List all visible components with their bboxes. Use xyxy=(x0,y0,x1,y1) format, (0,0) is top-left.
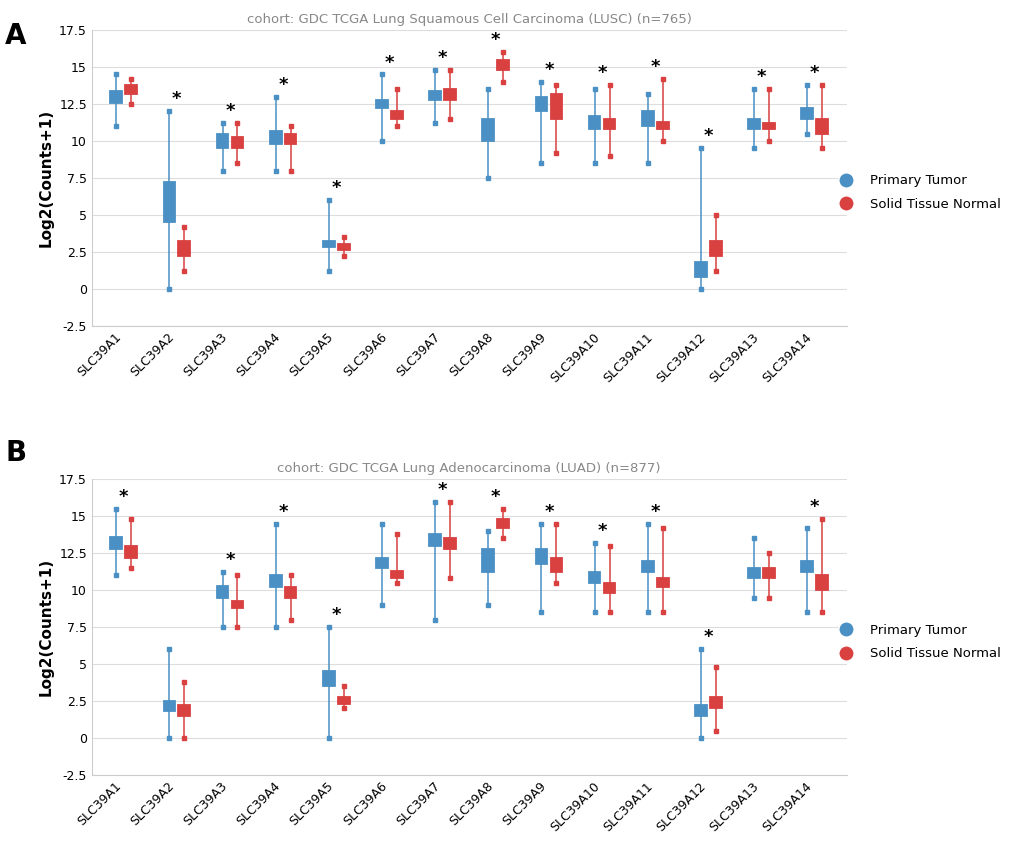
PathPatch shape xyxy=(376,558,387,568)
PathPatch shape xyxy=(284,133,297,144)
Y-axis label: Log2(Counts+1): Log2(Counts+1) xyxy=(39,558,53,697)
Text: *: * xyxy=(703,629,712,647)
PathPatch shape xyxy=(390,571,403,579)
Text: *: * xyxy=(384,53,393,71)
PathPatch shape xyxy=(110,537,122,548)
PathPatch shape xyxy=(216,133,228,148)
Text: *: * xyxy=(703,127,712,146)
PathPatch shape xyxy=(815,119,827,133)
PathPatch shape xyxy=(270,131,281,144)
PathPatch shape xyxy=(337,697,350,704)
Title: cohort: GDC TCGA Lung Adenocarcinoma (LUAD) (n=877): cohort: GDC TCGA Lung Adenocarcinoma (LU… xyxy=(277,462,660,475)
Y-axis label: Log2(Counts+1): Log2(Counts+1) xyxy=(39,108,53,247)
PathPatch shape xyxy=(694,262,706,277)
PathPatch shape xyxy=(429,534,440,546)
PathPatch shape xyxy=(762,568,774,579)
PathPatch shape xyxy=(178,705,190,715)
PathPatch shape xyxy=(429,90,440,100)
Text: *: * xyxy=(331,179,340,197)
PathPatch shape xyxy=(801,561,812,573)
PathPatch shape xyxy=(390,111,403,119)
PathPatch shape xyxy=(694,705,706,715)
PathPatch shape xyxy=(497,59,508,70)
PathPatch shape xyxy=(550,94,561,119)
Text: *: * xyxy=(278,503,287,521)
Text: *: * xyxy=(119,488,128,506)
Text: *: * xyxy=(756,68,765,86)
PathPatch shape xyxy=(444,538,455,548)
PathPatch shape xyxy=(535,548,547,564)
Text: *: * xyxy=(225,552,234,569)
PathPatch shape xyxy=(125,85,137,94)
PathPatch shape xyxy=(482,548,493,573)
PathPatch shape xyxy=(603,583,614,593)
PathPatch shape xyxy=(709,697,721,709)
Text: *: * xyxy=(490,31,500,49)
Text: *: * xyxy=(809,64,818,82)
Text: *: * xyxy=(597,522,606,540)
PathPatch shape xyxy=(801,108,812,119)
Text: *: * xyxy=(490,488,500,506)
Text: *: * xyxy=(172,90,181,108)
Text: *: * xyxy=(544,61,553,79)
Text: *: * xyxy=(544,503,553,521)
Text: A: A xyxy=(5,22,26,50)
PathPatch shape xyxy=(748,119,759,129)
Text: *: * xyxy=(331,606,340,624)
Legend: Primary Tumor, Solid Tissue Normal: Primary Tumor, Solid Tissue Normal xyxy=(826,618,1005,666)
PathPatch shape xyxy=(656,579,667,587)
PathPatch shape xyxy=(588,573,600,583)
PathPatch shape xyxy=(641,561,653,573)
Legend: Primary Tumor, Solid Tissue Normal: Primary Tumor, Solid Tissue Normal xyxy=(826,169,1005,216)
PathPatch shape xyxy=(125,546,137,558)
PathPatch shape xyxy=(482,119,493,141)
PathPatch shape xyxy=(588,116,600,129)
PathPatch shape xyxy=(497,519,508,528)
PathPatch shape xyxy=(550,558,561,573)
Text: *: * xyxy=(597,64,606,82)
PathPatch shape xyxy=(231,137,244,148)
PathPatch shape xyxy=(641,111,653,127)
Text: *: * xyxy=(650,58,659,76)
Text: *: * xyxy=(809,499,818,517)
PathPatch shape xyxy=(709,241,721,257)
PathPatch shape xyxy=(603,119,614,129)
PathPatch shape xyxy=(444,90,455,100)
PathPatch shape xyxy=(762,123,774,129)
Text: *: * xyxy=(437,480,447,499)
PathPatch shape xyxy=(815,575,827,590)
PathPatch shape xyxy=(748,568,759,579)
PathPatch shape xyxy=(535,96,547,111)
PathPatch shape xyxy=(337,245,350,251)
Text: *: * xyxy=(437,49,447,67)
PathPatch shape xyxy=(323,241,334,247)
Text: *: * xyxy=(650,503,659,521)
PathPatch shape xyxy=(284,587,297,598)
PathPatch shape xyxy=(323,672,334,686)
PathPatch shape xyxy=(231,600,244,608)
PathPatch shape xyxy=(163,183,175,222)
PathPatch shape xyxy=(656,121,667,129)
PathPatch shape xyxy=(270,575,281,587)
PathPatch shape xyxy=(178,241,190,257)
Text: *: * xyxy=(225,102,234,121)
PathPatch shape xyxy=(110,90,122,102)
Text: *: * xyxy=(278,76,287,94)
PathPatch shape xyxy=(216,585,228,598)
Title: cohort: GDC TCGA Lung Squamous Cell Carcinoma (LUSC) (n=765): cohort: GDC TCGA Lung Squamous Cell Carc… xyxy=(247,13,691,26)
Text: B: B xyxy=(5,439,26,468)
PathPatch shape xyxy=(376,100,387,108)
PathPatch shape xyxy=(163,701,175,711)
